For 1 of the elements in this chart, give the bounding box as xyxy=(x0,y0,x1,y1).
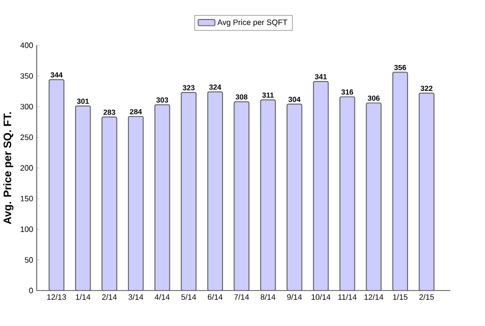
y-axis-title: Avg. Price per SQ. FT. xyxy=(3,112,14,224)
